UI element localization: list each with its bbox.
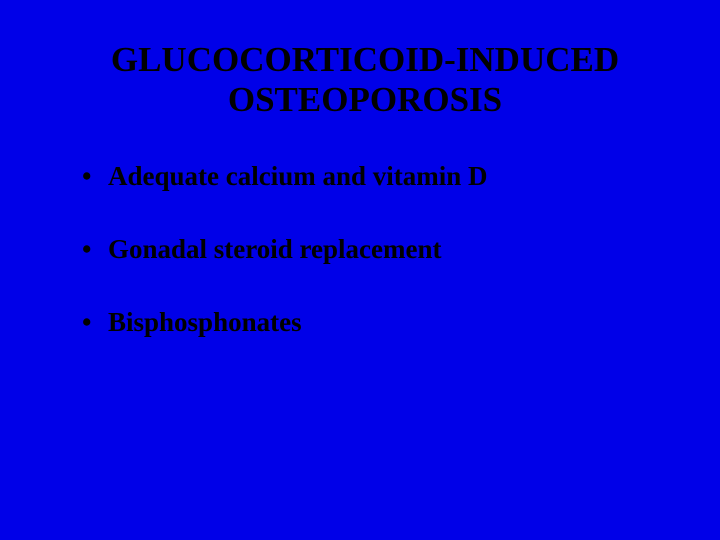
list-item: Bisphosphonates xyxy=(82,307,670,338)
bullet-text: Adequate calcium and vitamin D xyxy=(108,161,488,191)
list-item: Adequate calcium and vitamin D xyxy=(82,161,670,192)
bullet-text: Bisphosphonates xyxy=(108,307,302,337)
title-line-2: OSTEOPOROSIS xyxy=(228,80,502,119)
slide-title: GLUCOCORTICOID-INDUCED OSTEOPOROSIS xyxy=(60,40,670,121)
title-line-1: GLUCOCORTICOID-INDUCED xyxy=(111,40,619,79)
bullet-text: Gonadal steroid replacement xyxy=(108,234,441,264)
list-item: Gonadal steroid replacement xyxy=(82,234,670,265)
bullet-list: Adequate calcium and vitamin D Gonadal s… xyxy=(60,161,670,338)
slide-container: GLUCOCORTICOID-INDUCED OSTEOPOROSIS Adeq… xyxy=(0,0,720,540)
